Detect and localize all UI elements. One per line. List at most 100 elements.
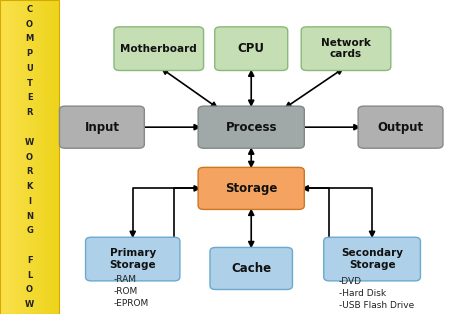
FancyBboxPatch shape <box>51 0 52 314</box>
FancyBboxPatch shape <box>36 0 37 314</box>
Text: O: O <box>26 153 33 161</box>
FancyBboxPatch shape <box>2 0 3 314</box>
FancyBboxPatch shape <box>32 0 33 314</box>
FancyBboxPatch shape <box>23 0 24 314</box>
FancyBboxPatch shape <box>12 0 13 314</box>
Text: Network
cards: Network cards <box>321 38 371 59</box>
FancyBboxPatch shape <box>86 237 180 281</box>
FancyBboxPatch shape <box>45 0 46 314</box>
Text: -RAM
-ROM
-EPROM: -RAM -ROM -EPROM <box>114 275 149 308</box>
Text: F: F <box>27 256 32 265</box>
FancyBboxPatch shape <box>11 0 12 314</box>
Text: Process: Process <box>226 121 277 134</box>
FancyBboxPatch shape <box>210 247 292 290</box>
FancyBboxPatch shape <box>0 0 1 314</box>
FancyBboxPatch shape <box>30 0 31 314</box>
FancyBboxPatch shape <box>39 0 40 314</box>
Text: Secondary
Storage: Secondary Storage <box>341 248 403 270</box>
FancyBboxPatch shape <box>25 0 26 314</box>
Text: K: K <box>27 182 33 191</box>
Text: L: L <box>27 271 32 279</box>
FancyBboxPatch shape <box>19 0 20 314</box>
FancyBboxPatch shape <box>198 167 304 209</box>
FancyBboxPatch shape <box>35 0 36 314</box>
FancyBboxPatch shape <box>50 0 51 314</box>
FancyBboxPatch shape <box>60 106 144 148</box>
FancyBboxPatch shape <box>13 0 14 314</box>
Text: Primary
Storage: Primary Storage <box>109 248 156 270</box>
FancyBboxPatch shape <box>21 0 22 314</box>
FancyBboxPatch shape <box>358 106 443 148</box>
FancyBboxPatch shape <box>33 0 34 314</box>
FancyBboxPatch shape <box>9 0 10 314</box>
FancyBboxPatch shape <box>26 0 27 314</box>
Text: R: R <box>27 167 33 176</box>
Text: P: P <box>27 49 33 58</box>
FancyBboxPatch shape <box>6 0 7 314</box>
FancyBboxPatch shape <box>34 0 35 314</box>
FancyBboxPatch shape <box>29 0 30 314</box>
FancyBboxPatch shape <box>47 0 48 314</box>
FancyBboxPatch shape <box>58 0 59 314</box>
FancyBboxPatch shape <box>14 0 15 314</box>
Text: M: M <box>26 35 34 43</box>
FancyBboxPatch shape <box>52 0 53 314</box>
FancyBboxPatch shape <box>46 0 47 314</box>
FancyBboxPatch shape <box>15 0 16 314</box>
FancyBboxPatch shape <box>40 0 41 314</box>
FancyBboxPatch shape <box>24 0 25 314</box>
Text: G: G <box>26 226 33 235</box>
Text: E: E <box>27 94 32 102</box>
FancyBboxPatch shape <box>10 0 11 314</box>
FancyBboxPatch shape <box>17 0 18 314</box>
FancyBboxPatch shape <box>44 0 45 314</box>
FancyBboxPatch shape <box>57 0 58 314</box>
Text: Motherboard: Motherboard <box>120 44 197 54</box>
Text: T: T <box>27 79 33 88</box>
FancyBboxPatch shape <box>3 0 4 314</box>
Text: Output: Output <box>377 121 424 134</box>
Text: Storage: Storage <box>225 182 277 195</box>
FancyBboxPatch shape <box>56 0 57 314</box>
FancyBboxPatch shape <box>198 106 304 148</box>
FancyBboxPatch shape <box>42 0 43 314</box>
FancyBboxPatch shape <box>22 0 23 314</box>
Text: Input: Input <box>84 121 119 134</box>
FancyBboxPatch shape <box>4 0 5 314</box>
FancyBboxPatch shape <box>8 0 9 314</box>
FancyBboxPatch shape <box>7 0 8 314</box>
Text: O: O <box>26 20 33 29</box>
FancyBboxPatch shape <box>43 0 44 314</box>
FancyBboxPatch shape <box>324 237 420 281</box>
FancyBboxPatch shape <box>38 0 39 314</box>
Text: W: W <box>25 138 34 147</box>
FancyBboxPatch shape <box>55 0 56 314</box>
FancyBboxPatch shape <box>41 0 42 314</box>
FancyBboxPatch shape <box>301 27 391 71</box>
Text: R: R <box>27 108 33 117</box>
FancyBboxPatch shape <box>16 0 17 314</box>
FancyBboxPatch shape <box>54 0 55 314</box>
FancyBboxPatch shape <box>5 0 6 314</box>
Text: C: C <box>27 5 33 14</box>
FancyBboxPatch shape <box>1 0 2 314</box>
FancyBboxPatch shape <box>18 0 19 314</box>
Text: I: I <box>28 197 31 206</box>
Text: W: W <box>25 300 34 309</box>
FancyBboxPatch shape <box>49 0 50 314</box>
FancyBboxPatch shape <box>27 0 28 314</box>
FancyBboxPatch shape <box>215 27 288 71</box>
FancyBboxPatch shape <box>48 0 49 314</box>
FancyBboxPatch shape <box>31 0 32 314</box>
FancyBboxPatch shape <box>114 27 203 71</box>
FancyBboxPatch shape <box>37 0 38 314</box>
Text: N: N <box>26 212 33 220</box>
Text: Cache: Cache <box>231 262 271 275</box>
Text: O: O <box>26 285 33 294</box>
Text: U: U <box>26 64 33 73</box>
FancyBboxPatch shape <box>28 0 29 314</box>
FancyBboxPatch shape <box>20 0 21 314</box>
Text: -DVD
-Hard Disk
-USB Flash Drive: -DVD -Hard Disk -USB Flash Drive <box>339 277 414 310</box>
FancyBboxPatch shape <box>53 0 54 314</box>
Text: CPU: CPU <box>238 42 264 55</box>
